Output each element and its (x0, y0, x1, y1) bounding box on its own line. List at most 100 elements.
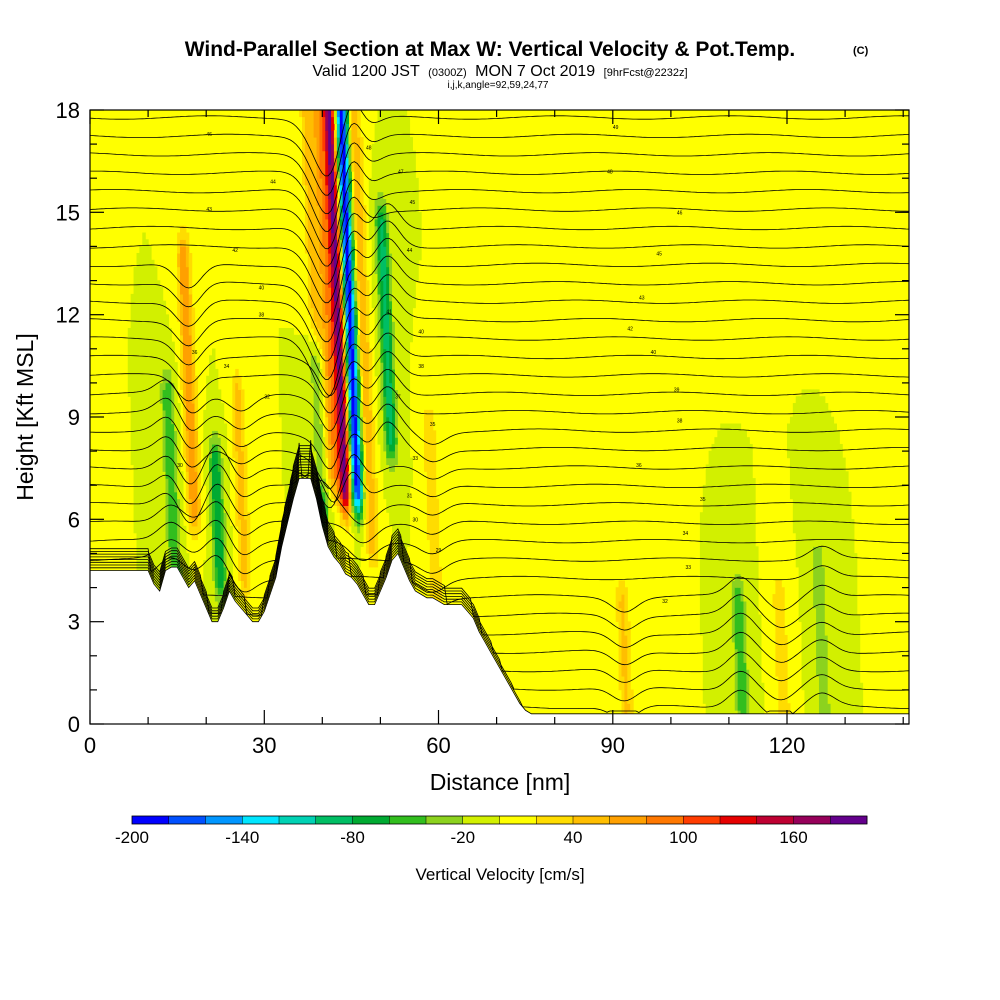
velocity-cell (354, 328, 358, 350)
theta-contour-line (90, 464, 909, 648)
colorbar-swatch (426, 816, 464, 824)
theta-contour-label: 43 (206, 207, 212, 213)
velocity-cell (368, 177, 373, 240)
velocity-cell (392, 110, 396, 322)
velocity-cell (435, 498, 440, 629)
velocity-cell (630, 689, 634, 724)
velocity-cell (394, 464, 399, 554)
theta-contour-label: 46 (677, 210, 683, 216)
theta-contour-label: 48 (607, 169, 613, 175)
velocity-cell (333, 484, 338, 500)
velocity-cell (377, 212, 382, 261)
velocity-cell (319, 334, 323, 350)
velocity-cell (818, 396, 823, 547)
velocity-cell (348, 225, 352, 240)
velocity-cell (821, 566, 826, 724)
velocity-cell (180, 293, 184, 336)
velocity-cell (731, 580, 736, 643)
velocity-cell (345, 512, 350, 520)
theta-contour-line (90, 122, 909, 196)
theta-contour-label: 44 (270, 180, 276, 186)
velocity-cell (354, 484, 358, 493)
velocity-cell (342, 512, 347, 520)
velocity-cell (360, 498, 364, 506)
velocity-cell (377, 293, 382, 343)
velocity-cell (374, 478, 379, 568)
velocity-cell (243, 443, 248, 520)
velocity-cell (214, 368, 219, 431)
velocity-cell (331, 355, 335, 445)
x-tick-label: 0 (84, 733, 96, 758)
velocity-cell (731, 641, 736, 724)
velocity-cell (365, 484, 370, 554)
velocity-cell (188, 293, 193, 336)
velocity-cell (377, 259, 382, 295)
velocity-cell (348, 239, 352, 261)
velocity-cell (180, 334, 184, 391)
velocity-cell (752, 478, 756, 724)
velocity-cell (165, 382, 170, 479)
velocity-cell (371, 553, 376, 568)
velocity-cell (331, 171, 335, 234)
velocity-cell (142, 232, 146, 650)
velocity-cell (365, 280, 370, 343)
velocity-cell (810, 389, 814, 724)
velocity-cell (778, 580, 782, 724)
velocity-cell (348, 130, 352, 145)
theta-contour-label: 34 (224, 364, 230, 370)
velocity-cell (740, 580, 745, 602)
velocity-cell (699, 512, 704, 636)
velocity-cell (357, 532, 361, 568)
colorbar-swatch (315, 816, 353, 824)
velocity-cell (345, 423, 350, 431)
velocity-cell (386, 212, 390, 234)
velocity-cell (348, 191, 352, 213)
velocity-cell (374, 218, 379, 227)
velocity-cell (333, 212, 338, 240)
x-tick-label: 120 (769, 733, 806, 758)
velocity-cell (351, 464, 355, 479)
theta-contour-label: 45 (410, 200, 416, 206)
theta-contour-label: 42 (232, 248, 238, 254)
velocity-cell (339, 321, 344, 336)
velocity-cell (351, 457, 355, 466)
velocity-cell (357, 464, 361, 500)
velocity-cell (728, 423, 733, 724)
velocity-cell (130, 293, 135, 466)
velocity-cell (389, 471, 393, 527)
velocity-cell (403, 110, 408, 575)
velocity-cell (339, 266, 344, 275)
velocity-cell (342, 143, 347, 213)
velocity-cell (383, 450, 387, 500)
velocity-cell (360, 136, 364, 206)
velocity-cell (325, 110, 329, 131)
theta-contour-label: 49 (613, 125, 619, 131)
velocity-cell (310, 307, 315, 329)
velocity-cell (214, 450, 219, 568)
velocity-cell (432, 430, 437, 629)
velocity-cell (345, 498, 350, 506)
velocity-cell (798, 396, 803, 622)
theta-contour-label: 38 (418, 364, 424, 370)
theta-contour-label: 36 (636, 463, 642, 469)
velocity-cell (363, 416, 367, 445)
velocity-cell (737, 587, 742, 711)
velocity-cell (731, 423, 736, 582)
velocity-cell (380, 218, 384, 281)
colorbar-tick-label: 100 (669, 828, 697, 847)
velocity-cell (386, 314, 390, 418)
velocity-cell (339, 484, 344, 493)
velocity-cell (197, 512, 201, 534)
velocity-cell (241, 580, 245, 595)
velocity-cell (319, 368, 323, 425)
velocity-cell (842, 457, 846, 724)
velocity-cell (339, 273, 344, 288)
x-axis-label: Distance [nm] (430, 769, 571, 795)
theta-contour-line (90, 293, 909, 380)
velocity-cell (345, 212, 350, 281)
velocity-cell (392, 368, 396, 404)
velocity-cell (389, 450, 393, 459)
velocity-cell (168, 328, 172, 370)
velocity-cell (133, 266, 138, 534)
velocity-cell (348, 177, 352, 193)
